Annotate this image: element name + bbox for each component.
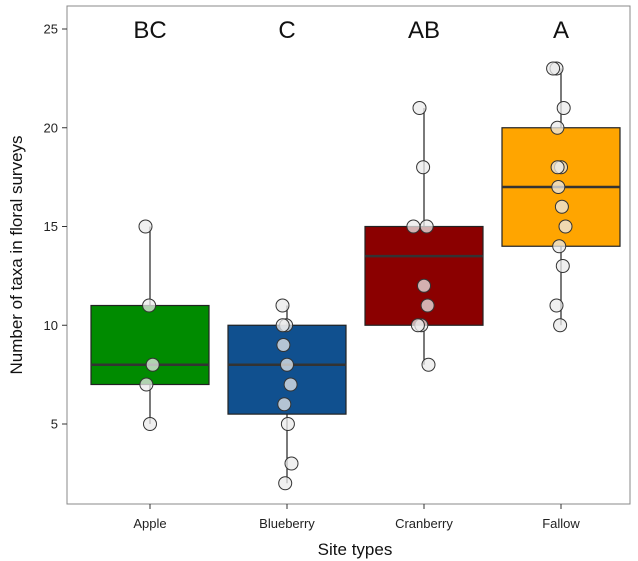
x-axis-title: Site types <box>318 540 393 559</box>
letters-layer: BC C AB A <box>133 17 569 44</box>
data-point-apple-1 <box>142 298 157 313</box>
significance-letter-cranberry: AB <box>408 17 440 44</box>
data-point-apple-4 <box>143 417 157 431</box>
data-point-cranberry-3 <box>406 219 421 234</box>
data-point-blueberry-9 <box>278 476 293 491</box>
y-tick-label-10: 10 <box>44 318 58 333</box>
data-point-fallow-12 <box>553 318 568 333</box>
data-point-fallow-8 <box>558 219 573 234</box>
data-point-blueberry-6 <box>277 397 292 412</box>
data-point-apple-0 <box>138 219 153 234</box>
data-point-fallow-7 <box>554 199 569 214</box>
x-tick-label-blueberry: Blueberry <box>259 516 315 531</box>
data-point-blueberry-2 <box>275 318 290 333</box>
data-point-cranberry-1 <box>416 160 431 175</box>
data-point-fallow-9 <box>552 239 567 254</box>
data-point-fallow-11 <box>549 298 564 313</box>
data-point-fallow-10 <box>555 259 570 273</box>
data-point-blueberry-4 <box>280 357 294 372</box>
y-axis-title: Number of taxa in floral surveys <box>7 135 26 374</box>
y-tick-label-20: 20 <box>44 120 58 135</box>
significance-letter-fallow: A <box>553 17 569 44</box>
data-point-fallow-3 <box>550 120 565 135</box>
x-tick-label-apple: Apple <box>133 516 166 531</box>
data-point-cranberry-4 <box>417 278 431 293</box>
significance-letter-blueberry: C <box>278 17 295 44</box>
data-point-fallow-6 <box>551 180 566 194</box>
data-point-blueberry-7 <box>280 417 295 431</box>
box-body-apple <box>90 304 210 386</box>
data-point-apple-3 <box>139 377 154 392</box>
data-point-cranberry-5 <box>420 298 435 313</box>
data-point-apple-2 <box>145 357 160 372</box>
y-tick-label-15: 15 <box>44 219 58 234</box>
x-tick-label-cranberry: Cranberry <box>395 516 453 531</box>
data-point-blueberry-8 <box>284 456 299 471</box>
data-point-fallow-5 <box>550 160 565 175</box>
data-point-cranberry-7 <box>410 318 425 333</box>
data-point-blueberry-5 <box>283 377 298 392</box>
data-point-fallow-2 <box>556 101 571 115</box>
points-layer <box>138 61 573 491</box>
data-point-blueberry-0 <box>275 298 290 313</box>
data-point-blueberry-3 <box>276 338 291 352</box>
significance-letter-apple: BC <box>133 17 166 44</box>
x-tick-label-fallow: Fallow <box>542 516 580 531</box>
y-tick-label-25: 25 <box>44 22 58 37</box>
data-point-fallow-1 <box>546 61 561 76</box>
y-tick-label-5: 5 <box>51 417 58 432</box>
x-axis: Apple Blueberry Cranberry Fallow <box>133 504 580 531</box>
data-point-cranberry-0 <box>412 101 427 115</box>
data-point-cranberry-2 <box>419 219 434 234</box>
data-point-cranberry-8 <box>421 357 436 372</box>
y-axis: 5 10 15 20 25 <box>44 22 67 432</box>
plot-panel <box>66 5 631 505</box>
